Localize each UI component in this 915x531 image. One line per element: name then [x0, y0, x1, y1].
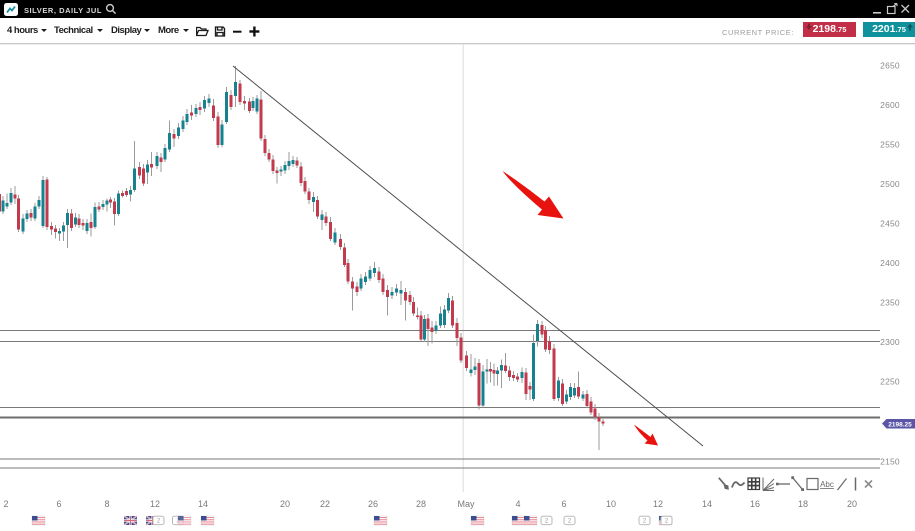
svg-text:4: 4 — [515, 499, 520, 509]
svg-text:18: 18 — [798, 499, 808, 509]
svg-text:2: 2 — [568, 519, 572, 525]
svg-text:6: 6 — [561, 499, 566, 509]
svg-text:2: 2 — [643, 519, 647, 525]
svg-text:2: 2 — [3, 499, 8, 509]
svg-text:14: 14 — [702, 499, 712, 509]
svg-text:22: 22 — [320, 499, 330, 509]
svg-text:May: May — [457, 499, 475, 509]
svg-text:16: 16 — [750, 499, 760, 509]
svg-text:2550: 2550 — [880, 140, 900, 150]
svg-text:6: 6 — [56, 499, 61, 509]
svg-text:2650: 2650 — [880, 61, 900, 71]
svg-text:10: 10 — [606, 499, 616, 509]
svg-text:2: 2 — [665, 519, 669, 525]
svg-text:2250: 2250 — [880, 377, 900, 387]
svg-text:2400: 2400 — [880, 258, 900, 268]
svg-text:2: 2 — [157, 519, 161, 525]
svg-text:14: 14 — [198, 499, 208, 509]
svg-text:2150: 2150 — [880, 457, 900, 467]
svg-text:28: 28 — [416, 499, 426, 509]
svg-text:26: 26 — [368, 499, 378, 509]
svg-text:2500: 2500 — [880, 179, 900, 189]
svg-text:20: 20 — [847, 499, 857, 509]
svg-text:2300: 2300 — [880, 337, 900, 347]
svg-text:12: 12 — [150, 499, 160, 509]
svg-text:2600: 2600 — [880, 100, 900, 110]
svg-text:8: 8 — [104, 499, 109, 509]
svg-text:12: 12 — [653, 499, 663, 509]
svg-text:2: 2 — [545, 519, 549, 525]
svg-text:Abc: Abc — [820, 480, 834, 489]
svg-text:2450: 2450 — [880, 219, 900, 229]
svg-text:20: 20 — [280, 499, 290, 509]
svg-text:2198.25: 2198.25 — [888, 422, 912, 429]
svg-text:2350: 2350 — [880, 298, 900, 308]
